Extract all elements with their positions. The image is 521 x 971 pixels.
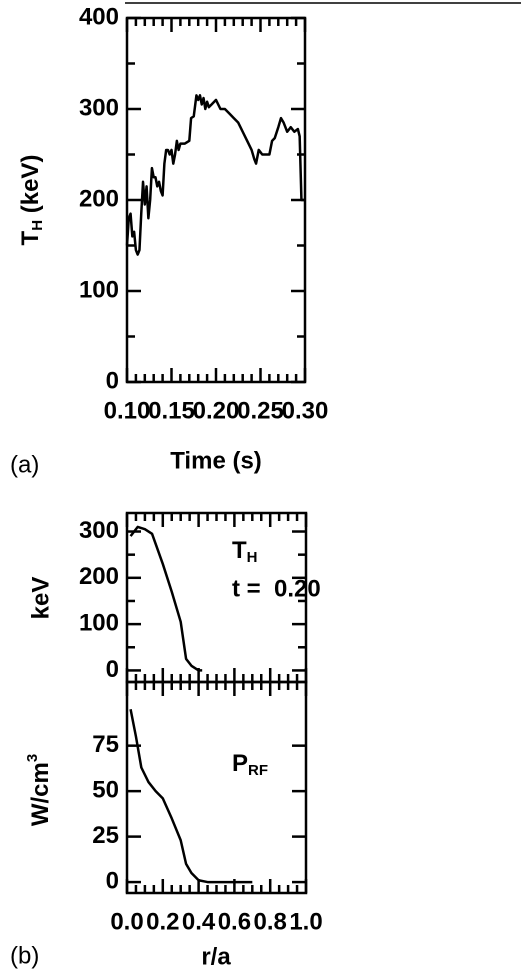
data-line bbox=[129, 709, 253, 884]
y-tick-label: 300 bbox=[79, 517, 119, 544]
annotation: t = 0.20 bbox=[232, 575, 321, 602]
y-tick-label: 75 bbox=[92, 731, 119, 758]
annotation: TH bbox=[232, 537, 258, 566]
x-tick-label: 0.8 bbox=[254, 908, 287, 935]
x-tick-label: 0.15 bbox=[148, 397, 195, 424]
y-tick-label: 0 bbox=[106, 867, 119, 894]
y-tick-label: 100 bbox=[79, 276, 119, 303]
annotation: PRF bbox=[232, 750, 268, 779]
y-tick-label: 0 bbox=[106, 656, 119, 683]
x-axis-label: Time (s) bbox=[170, 447, 262, 474]
y-tick-label: 100 bbox=[79, 609, 119, 636]
data-line bbox=[125, 94, 305, 256]
data-line bbox=[129, 525, 203, 672]
x-tick-label: 0.4 bbox=[182, 908, 216, 935]
x-axis-label: r/a bbox=[201, 943, 231, 970]
y-axis-label-main: W/cm bbox=[27, 762, 54, 826]
y-tick-label: 400 bbox=[79, 3, 119, 30]
annotation-sub: RF bbox=[248, 762, 268, 779]
x-tick-label: 0.2 bbox=[146, 908, 179, 935]
plot-frame bbox=[125, 16, 307, 384]
x-tick-label: 0.30 bbox=[282, 397, 329, 424]
y-tick-label: 25 bbox=[92, 822, 119, 849]
y-axis-label: W/cm3 bbox=[24, 754, 54, 826]
annotation-sub: H bbox=[247, 549, 258, 566]
annotation-main: P bbox=[232, 750, 248, 777]
y-axis-label: keV bbox=[27, 577, 54, 620]
x-tick-label: 0.10 bbox=[104, 397, 151, 424]
y-tick-label: 0 bbox=[106, 367, 119, 394]
y-axis-label-sup: 3 bbox=[24, 754, 41, 762]
y-axis-label-sub: H bbox=[29, 220, 46, 231]
annotation-main: T bbox=[232, 537, 247, 564]
y-axis-label-main: T bbox=[17, 230, 44, 245]
y-axis-label-unit: (keV) bbox=[17, 155, 44, 220]
x-tick-label: 0.6 bbox=[218, 908, 251, 935]
y-axis-label: TH (keV) bbox=[17, 155, 46, 246]
panel-label: (a) bbox=[10, 451, 39, 478]
x-tick-label: 1.0 bbox=[289, 908, 322, 935]
x-tick-label: 0.25 bbox=[237, 397, 284, 424]
x-tick-label: 0.20 bbox=[193, 397, 240, 424]
y-tick-label: 300 bbox=[79, 94, 119, 121]
y-tick-label: 200 bbox=[79, 563, 119, 590]
y-tick-label: 200 bbox=[79, 185, 119, 212]
y-tick-label: 50 bbox=[92, 776, 119, 803]
panel-label: (b) bbox=[10, 942, 39, 969]
x-tick-label: 0.0 bbox=[110, 908, 143, 935]
